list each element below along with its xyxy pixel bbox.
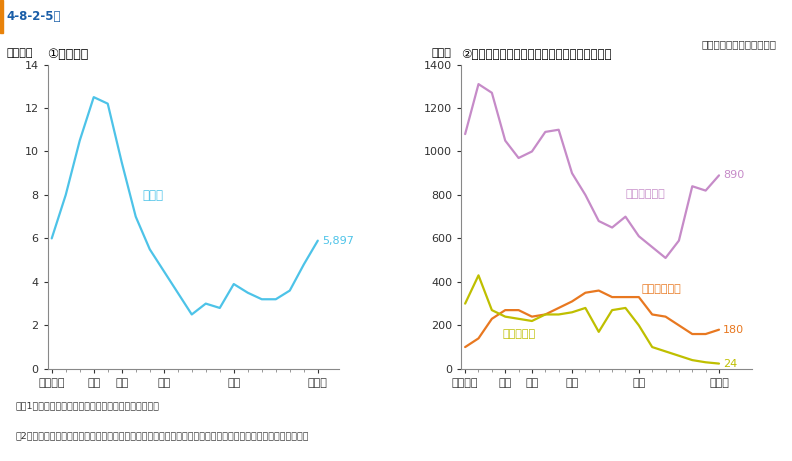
Text: 890: 890 [723,171,744,180]
Text: 180: 180 [723,325,744,335]
Text: 24: 24 [723,359,737,369]
Text: 2　「薬物関係法令」は，覚醒剤取締法，大麻取締法，麻薬取締法，あへん法及び麻薬特例法の各違反である。: 2 「薬物関係法令」は，覚醒剤取締法，大麻取締法，麻薬取締法，あへん法及び麻薬特… [16,431,310,440]
Text: （千件）: （千件） [7,48,33,59]
Text: 薬物関係法令: 薬物関係法令 [626,189,665,199]
Bar [0,0,3,33]
Text: 4-8-2-5図: 4-8-2-5図 [7,10,61,23]
Text: 風営適正化法: 風営適正化法 [642,284,681,294]
Text: 売春防止法: 売春防止法 [503,329,535,339]
Text: 注　1　警察庁の統計及び警察庁刑事局の資料による。: 注 1 警察庁の統計及び警察庁刑事局の資料による。 [16,401,160,410]
Text: （件）: （件） [432,48,452,59]
FancyBboxPatch shape [5,3,62,30]
Text: 5,897: 5,897 [322,236,354,246]
Text: ②　薬物関係法令・売春防止法・風営適正化法: ② 薬物関係法令・売春防止法・風営適正化法 [461,47,611,60]
Text: ①　入管法: ① 入管法 [48,47,89,60]
Text: 入管法: 入管法 [143,189,164,202]
Text: 来日外国人による主な特別法犯 検挙件数の推移: 来日外国人による主な特別法犯 検挙件数の推移 [67,10,239,23]
Text: （平成２２年～令和元年）: （平成２２年～令和元年） [701,39,776,49]
